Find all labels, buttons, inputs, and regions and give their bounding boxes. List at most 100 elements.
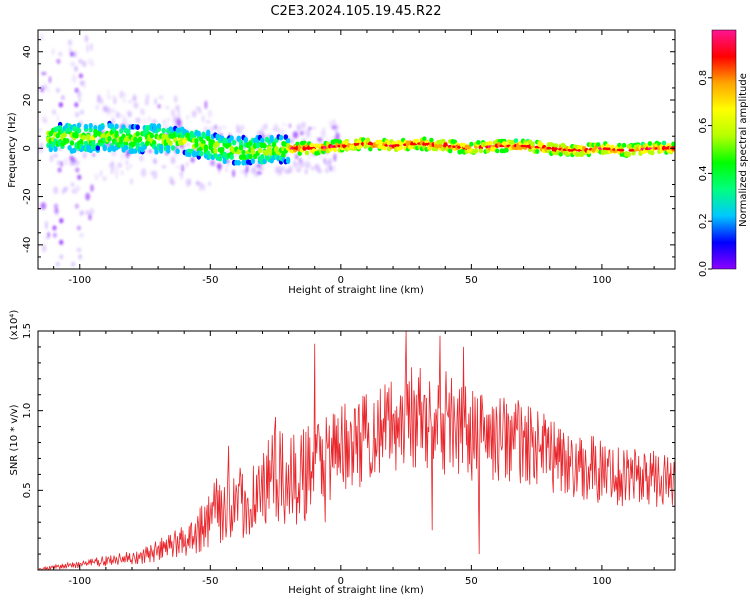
heatmap-noise-cell [306, 129, 311, 139]
heatmap-cell [231, 139, 237, 146]
heatmap-streak-cell [54, 211, 59, 216]
heatmap-noise-cell [331, 119, 337, 127]
heatmap-noise-cell [275, 165, 280, 173]
heatmap-noise-cell [282, 122, 287, 127]
heatmap-noise-cell [41, 71, 47, 76]
heatmap-noise-cell [110, 167, 114, 175]
heatmap-cell [671, 141, 675, 147]
heatmap-cell [206, 129, 211, 136]
heatmap-noise-cell [121, 170, 124, 176]
heatmap-noise-cell [92, 153, 96, 157]
heatmap-noise-cell [301, 128, 307, 136]
heatmap-noise-cell [78, 98, 82, 103]
heatmap-noise-cell [209, 126, 216, 132]
heatmap-cell [79, 138, 84, 145]
heatmap-noise-cell [179, 172, 184, 177]
heatmap-cell [196, 130, 201, 137]
heatmap-noise-cell [60, 160, 63, 167]
heatmap-noise-cell [234, 151, 237, 161]
heatmap-noise-cell [330, 125, 335, 130]
heatmap-noise-cell [299, 159, 305, 168]
heatmap-streak-cell [74, 87, 79, 93]
heatmap-noise-cell [214, 124, 217, 130]
heatmap-noise-cell [154, 98, 157, 106]
heatmap-noise-cell [256, 171, 263, 175]
heatmap-cell [478, 148, 483, 154]
heatmap-streak-cell [73, 189, 78, 195]
heatmap-noise-cell [67, 39, 73, 46]
heatmap-noise-cell [279, 170, 282, 175]
heatmap-noise-cell [222, 125, 227, 129]
heatmap-streak-cell [59, 239, 64, 245]
heatmap-cell [137, 136, 143, 143]
heatmap-noise-cell [288, 165, 293, 174]
heatmap-noise-cell [181, 164, 184, 173]
heatmap-noise-cell [195, 181, 200, 186]
heatmap-noise-cell [113, 166, 119, 173]
heatmap-noise-cell [313, 126, 316, 130]
heatmap-noise-cell [157, 104, 161, 109]
heatmap-noise-cell [71, 74, 77, 83]
heatmap-noise-cell [97, 94, 101, 104]
heatmap-noise-cell [91, 62, 95, 67]
heatmap-streak-cell [52, 232, 57, 238]
heatmap-cell [227, 141, 232, 148]
heatmap-cell [250, 149, 256, 155]
heatmap-noise-cell [100, 98, 104, 105]
heatmap-noise-cell [225, 167, 228, 173]
heatmap-noise-cell [162, 118, 166, 125]
heatmap-noise-cell [258, 130, 265, 136]
heatmap-streak-cell [52, 109, 56, 115]
heatmap-cell [175, 148, 180, 155]
heatmap-noise-cell [175, 104, 180, 112]
spectrogram-y-tick-label: -20 [22, 188, 33, 204]
heatmap-noise-cell [107, 88, 110, 98]
heatmap-cell [170, 145, 176, 151]
heatmap-noise-cell [86, 43, 89, 53]
heatmap-noise-cell [116, 111, 120, 119]
heatmap-cell [473, 148, 479, 154]
heatmap-cell [88, 122, 93, 129]
heatmap-noise-cell [95, 104, 100, 110]
heatmap-noise-cell [73, 51, 77, 58]
heatmap-streak-cell [55, 261, 60, 267]
heatmap-cell [222, 158, 227, 165]
colorbar-label: Normalized spectral amplitude [738, 73, 749, 227]
heatmap-cell [365, 138, 371, 144]
heatmap-cell [278, 134, 284, 141]
heatmap-noise-cell [292, 131, 299, 139]
heatmap-cell [154, 149, 159, 155]
heatmap-noise-cell [237, 129, 242, 134]
heatmap-noise-cell [150, 170, 155, 176]
heatmap-noise-cell [186, 161, 189, 168]
heatmap-noise-cell [90, 184, 94, 192]
snr-y-tick-label: 1.5 [22, 323, 33, 339]
heatmap-cell [229, 154, 234, 160]
heatmap-noise-cell [145, 93, 150, 101]
heatmap-noise-cell [40, 86, 45, 93]
snr-x-tick-label: 0 [338, 576, 344, 587]
spectrogram-x-tick-label: -50 [202, 275, 218, 286]
heatmap-noise-cell [277, 127, 281, 136]
heatmap-cell [530, 141, 535, 147]
heatmap-noise-cell [133, 101, 139, 109]
heatmap-noise-cell [84, 34, 89, 43]
heatmap-cell [297, 151, 302, 156]
heatmap-cell [152, 140, 157, 146]
heatmap-noise-cell [239, 124, 245, 131]
heatmap-noise-cell [85, 210, 90, 216]
heatmap-noise-cell [114, 96, 117, 104]
heatmap-streak-cell [59, 218, 64, 224]
heatmap-cell [194, 138, 199, 144]
snr-ticks: -100 -50 0 50 100 0.5 1.0 1.5 [22, 323, 675, 587]
heatmap-noise-cell [88, 213, 92, 221]
colorbar-tick-label: 0.8 [698, 70, 709, 86]
heatmap-cell [382, 145, 387, 151]
figure-title: C2E3.2024.105.19.45.R22 [270, 4, 441, 19]
heatmap-streak-cell [54, 203, 58, 209]
heatmap-noise-cell [152, 157, 157, 164]
heatmap-cell [107, 136, 112, 142]
heatmap-cell [194, 142, 199, 148]
heatmap-noise-cell [80, 23, 86, 27]
